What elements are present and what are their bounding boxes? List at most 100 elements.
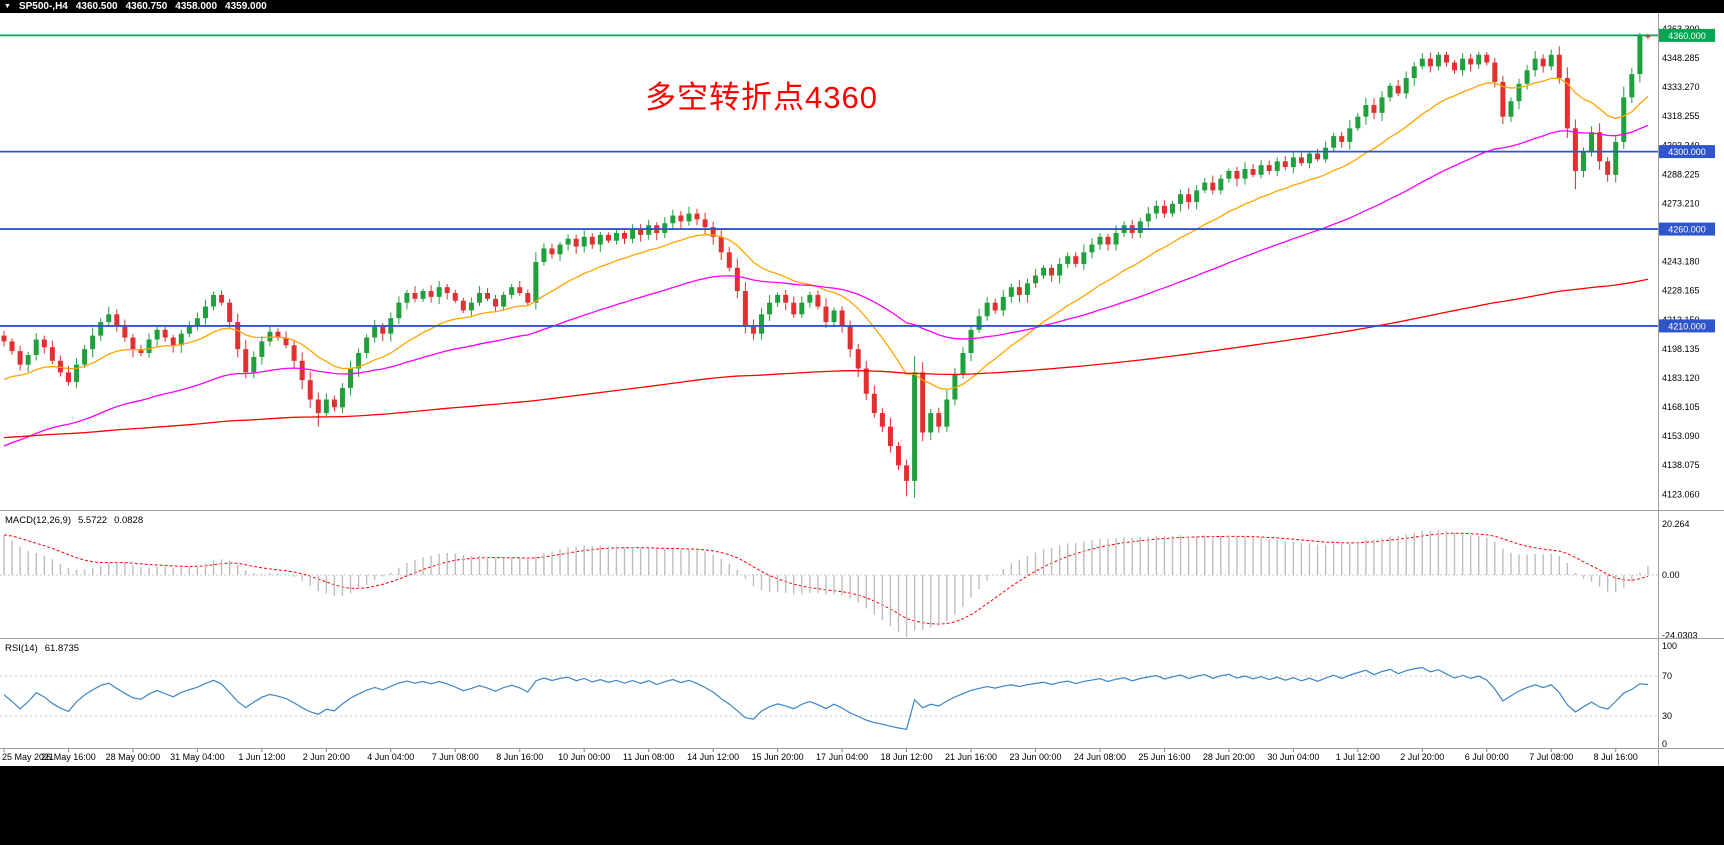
candle: [1202, 182, 1208, 191]
candle: [1363, 105, 1369, 117]
price-badge-4360.000[interactable]: [1659, 28, 1715, 42]
candle: [783, 294, 789, 303]
candle: [194, 318, 200, 326]
candle: [976, 316, 982, 330]
macd-value: 5.5722: [78, 515, 108, 526]
candle: [855, 349, 861, 369]
candle: [1290, 157, 1296, 168]
chart-canvas[interactable]: 4363.3004348.2854333.2704318.2554303.240…: [0, 0, 1724, 768]
price-badge-text: 4210.000: [1668, 321, 1706, 331]
candle: [549, 248, 555, 255]
candle: [493, 298, 499, 307]
candle: [1500, 81, 1506, 117]
candle: [775, 294, 781, 303]
candle: [17, 351, 23, 365]
time-ticks: [3, 748, 1617, 752]
candle: [1226, 170, 1232, 179]
candle: [364, 337, 370, 354]
candle: [170, 337, 176, 346]
candle: [1032, 275, 1038, 284]
candle: [541, 248, 547, 262]
rsi-indicator-label: RSI(14) 61.8735: [5, 643, 79, 654]
time-axis[interactable]: 25 May 2021 26 May 16:00 28 May 00:00 31 Ma…: [0, 752, 1724, 766]
time-axis-label: 8 Jun 16:00: [496, 752, 544, 762]
candle: [1323, 147, 1329, 160]
candle: [1081, 252, 1087, 264]
candle: [1306, 153, 1312, 164]
price-badge-text: 4360.000: [1668, 31, 1706, 41]
time-axis-label: 15 Jun 20:00: [751, 752, 804, 762]
candle: [299, 360, 305, 381]
candle: [1, 335, 7, 342]
candle: [1508, 101, 1514, 117]
candle: [1057, 263, 1063, 276]
candle: [356, 353, 362, 369]
chart-menu-triangle-icon[interactable]: ▼: [4, 3, 11, 10]
candle: [1089, 244, 1095, 253]
price-badge-4300.000[interactable]: [1659, 145, 1715, 159]
candle: [460, 300, 466, 311]
candle: [1041, 267, 1047, 276]
candle: [1403, 77, 1409, 94]
candle: [1153, 205, 1159, 214]
price-badge-4260.000[interactable]: [1659, 222, 1715, 236]
candle: [428, 291, 434, 297]
candle: [630, 229, 636, 239]
candle: [759, 314, 765, 334]
candle: [1637, 34, 1643, 75]
price-axis-label: 4318.255: [1662, 111, 1700, 121]
horizontal-lines-layer[interactable]: [0, 34, 1658, 327]
candle: [1540, 58, 1546, 67]
time-axis-label: 6 Jul 00:00: [1464, 752, 1509, 762]
candle: [251, 356, 257, 373]
price-badge-4210.000[interactable]: [1659, 319, 1715, 333]
candle: [33, 339, 39, 355]
candle: [879, 413, 885, 427]
candle: [1427, 58, 1433, 67]
candle: [1169, 203, 1175, 214]
candle: [1419, 58, 1425, 67]
candle: [98, 322, 104, 336]
candle: [565, 238, 571, 245]
candle: [227, 302, 233, 323]
candle: [202, 306, 208, 319]
candle: [662, 223, 668, 233]
candle: [710, 227, 716, 237]
candle: [1339, 136, 1345, 142]
candle: [1331, 136, 1337, 148]
rsi-panel: 100 70 30 0: [0, 641, 1677, 749]
candle: [622, 232, 628, 239]
candle: [452, 292, 458, 301]
candle: [1234, 170, 1240, 179]
candle: [1210, 182, 1216, 191]
time-axis-label: 28 Jun 20:00: [1202, 752, 1255, 762]
candle: [501, 294, 507, 307]
candle: [1000, 296, 1006, 311]
candle: [146, 339, 152, 354]
candle: [211, 294, 217, 307]
candle: [1161, 205, 1167, 214]
price-axis-label: 4288.225: [1662, 169, 1700, 179]
rsi-axis-label: 0: [1662, 739, 1667, 749]
candle: [41, 339, 47, 348]
time-axis-label: 2 Jul 20:00: [1400, 752, 1445, 762]
candle: [1258, 165, 1264, 175]
macd-panel: 20.264 0.00 -24.0303: [0, 519, 1698, 641]
candle: [1298, 157, 1304, 164]
rsi-value: 61.8735: [44, 643, 80, 654]
candle: [130, 337, 136, 350]
time-axis-label: 7 Jul 08:00: [1529, 752, 1574, 762]
price-axis-label: 4198.135: [1662, 344, 1700, 354]
candle: [259, 341, 265, 357]
price-badge-text: 4300.000: [1668, 147, 1706, 157]
candle: [525, 292, 531, 303]
candle: [799, 302, 805, 315]
candle: [1460, 58, 1466, 71]
time-axis-label: 1 Jun 12:00: [238, 752, 286, 762]
candle: [726, 252, 732, 268]
candle: [1049, 267, 1055, 276]
candle: [557, 244, 563, 255]
candle: [307, 380, 313, 400]
candle: [1532, 58, 1538, 71]
candle: [815, 294, 821, 307]
